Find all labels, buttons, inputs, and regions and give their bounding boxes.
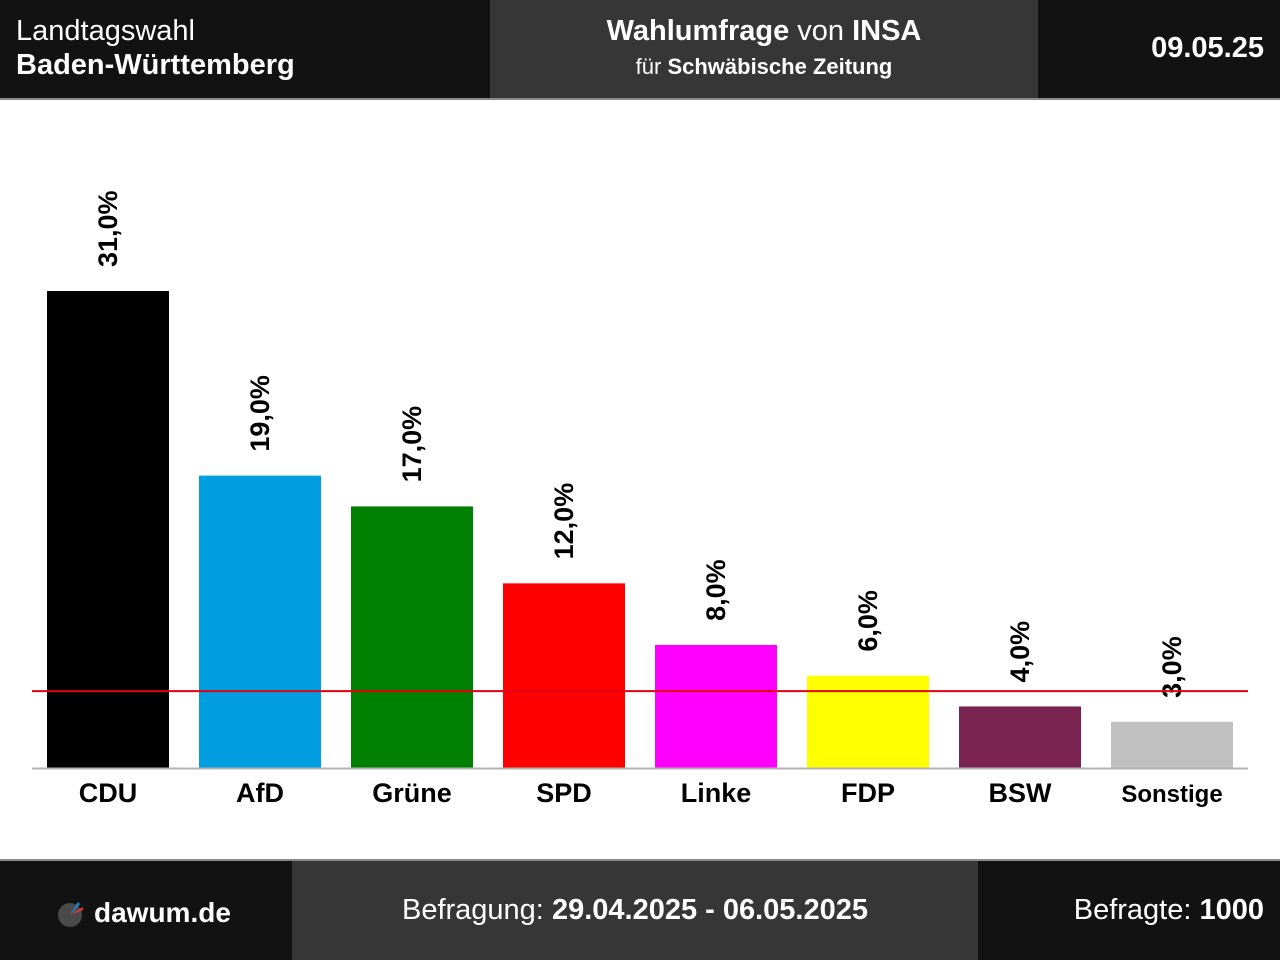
survey-label: Befragung: (401, 894, 544, 926)
value-label-sonstige: 3,0% (1157, 636, 1187, 698)
dawum-logo-icon (58, 902, 83, 927)
category-label-spd: SPD (536, 778, 592, 808)
value-label-bsw: 4,0% (1005, 621, 1035, 683)
value-label-cdu: 31,0% (93, 190, 123, 267)
bar-afd (199, 475, 321, 768)
poll-info: Wahlumfrage von INSA für Schwäbische Zei… (490, 0, 1038, 98)
client-name: Schwäbische Zeitung (667, 54, 893, 79)
election-type: Landtagswahl (16, 15, 195, 47)
bar-fdp (807, 675, 929, 768)
bar-sonstige (1111, 721, 1233, 768)
category-label-sonstige: Sonstige (1121, 781, 1222, 808)
pollster-name: INSA (852, 15, 922, 47)
bar-cdu (47, 291, 169, 768)
value-label-linke: 8,0% (701, 559, 731, 621)
value-label-gr-ne: 17,0% (397, 406, 427, 483)
bar-linke (655, 644, 777, 768)
respondents-label: Befragte: (1073, 894, 1192, 926)
respondents: Befragte: 1000 (1074, 861, 1264, 960)
poll-title-von: von (797, 15, 845, 47)
value-label-spd: 12,0% (549, 483, 579, 560)
bar-spd (503, 583, 625, 768)
category-label-cdu: CDU (79, 778, 138, 808)
poll-title: Wahlumfrage von INSA (490, 14, 1038, 48)
category-label-bsw: BSW (989, 778, 1053, 808)
poll-title-label: Wahlumfrage (606, 15, 790, 47)
survey-dates: 29.04.2025 - 06.05.2025 (551, 894, 868, 926)
value-label-fdp: 6,0% (853, 590, 883, 652)
election-info: Landtagswahl Baden-Württemberg (16, 14, 295, 82)
footer-divider (0, 859, 1280, 861)
bars-group: 31,0% CDU 19,0% AfD 17,0% Grüne 12,0% SPD 8,0% Li… (47, 190, 1233, 808)
publish-date: 09.05.25 (1151, 32, 1264, 64)
category-label-gr-ne: Grüne (372, 778, 452, 808)
site-name: dawum.de (94, 897, 231, 928)
bar-chart: 31,0% CDU 19,0% AfD 17,0% Grüne 12,0% SPD 8,0% Li… (32, 190, 1248, 808)
footer-bar: dawum.de Befragung: 29.04.2025 - 06.05.2… (0, 861, 1280, 960)
respondents-count: 1000 (1199, 894, 1264, 926)
bar-bsw (959, 706, 1081, 768)
site-logo[interactable]: dawum.de (56, 897, 231, 929)
header-divider (0, 98, 1280, 100)
category-label-fdp: FDP (841, 778, 895, 808)
poll-client: für Schwäbische Zeitung (490, 54, 1038, 80)
category-label-linke: Linke (681, 778, 752, 808)
header-bar: Landtagswahl Baden-Württemberg Wahlumfra… (0, 0, 1280, 98)
survey-period: Befragung: 29.04.2025 - 06.05.2025 (292, 861, 978, 960)
bar-gr-ne (351, 506, 473, 768)
client-prefix: für (635, 54, 662, 79)
value-label-afd: 19,0% (245, 375, 275, 452)
category-label-afd: AfD (236, 778, 284, 808)
region-name: Baden-Württemberg (16, 49, 295, 81)
